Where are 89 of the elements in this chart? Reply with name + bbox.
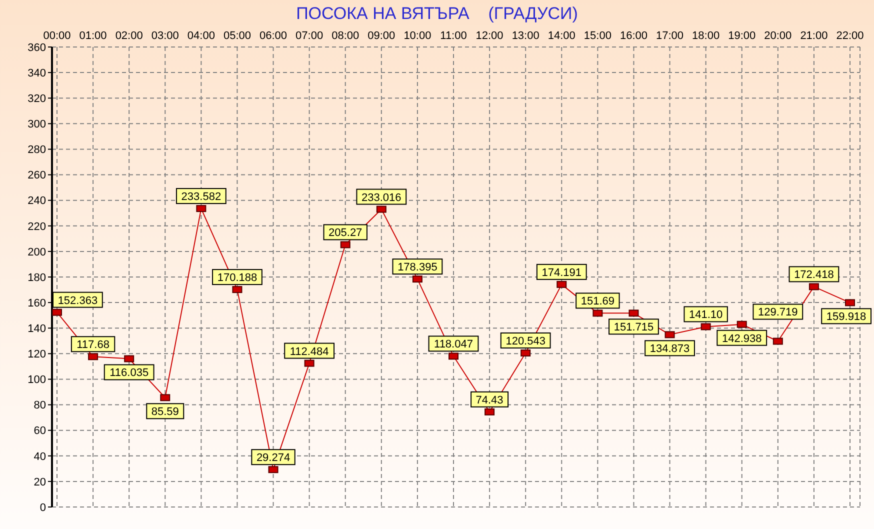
data-label: 116.035 bbox=[110, 367, 149, 380]
x-tick-label: 22:00 bbox=[836, 30, 864, 42]
y-tick-label: 200 bbox=[28, 246, 46, 258]
x-tick-label: 09:00 bbox=[368, 30, 396, 42]
x-tick-label: 19:00 bbox=[728, 30, 756, 42]
point bbox=[52, 308, 62, 316]
point bbox=[412, 276, 422, 283]
point bbox=[268, 466, 278, 474]
x-tick-label: 06:00 bbox=[260, 30, 288, 42]
y-tick-label: 320 bbox=[28, 93, 46, 106]
point bbox=[196, 205, 206, 212]
point bbox=[845, 299, 855, 306]
x-tick-label: 12:00 bbox=[476, 30, 504, 42]
point bbox=[304, 360, 314, 367]
point bbox=[592, 310, 603, 317]
y-tick-label: 300 bbox=[28, 118, 46, 131]
x-tick-label: 16:00 bbox=[620, 30, 648, 42]
data-label: 129.719 bbox=[758, 306, 798, 319]
data-label: 159.918 bbox=[826, 311, 866, 324]
chart-title: ПОСОКА НА ВЯТЪРА (ГРАДУСИ) bbox=[295, 4, 579, 24]
x-tick-label: 11:00 bbox=[440, 30, 467, 42]
point bbox=[124, 355, 134, 362]
x-tick-label: 01:00 bbox=[79, 30, 107, 42]
data-label: 29.274 bbox=[256, 452, 290, 464]
point bbox=[484, 408, 495, 416]
data-label: 172.418 bbox=[794, 269, 834, 282]
x-tick-label: 21:00 bbox=[800, 30, 828, 42]
data-label: 205.27 bbox=[328, 227, 362, 240]
x-tick-label: 14:00 bbox=[548, 30, 576, 42]
data-label: 141.10 bbox=[688, 309, 723, 322]
x-tick-label: 03:00 bbox=[151, 30, 179, 42]
y-tick-label: 220 bbox=[28, 220, 46, 233]
data-label: 152.363 bbox=[58, 294, 98, 307]
data-label: 134.873 bbox=[650, 343, 690, 356]
x-tick-label: 20:00 bbox=[764, 30, 792, 42]
y-tick-label: 260 bbox=[28, 170, 46, 182]
y-tick-label: 140 bbox=[28, 323, 46, 336]
y-tick-label: 40 bbox=[34, 450, 46, 463]
y-tick-label: 340 bbox=[28, 67, 46, 80]
x-tick-label: 02:00 bbox=[115, 30, 143, 42]
y-tick-label: 80 bbox=[34, 400, 46, 412]
x-tick-label: 07:00 bbox=[296, 30, 324, 42]
data-label: 85.59 bbox=[151, 406, 179, 418]
point bbox=[340, 241, 350, 248]
data-label: 120.543 bbox=[506, 335, 546, 348]
y-tick-label: 100 bbox=[28, 374, 46, 386]
x-tick-label: 08:00 bbox=[332, 30, 360, 42]
point bbox=[700, 323, 711, 330]
point bbox=[160, 394, 170, 402]
point bbox=[448, 352, 458, 360]
y-tick-label: 0 bbox=[40, 502, 46, 514]
x-tick-label: 13:00 bbox=[512, 30, 540, 42]
y-tick-label: 280 bbox=[28, 144, 46, 156]
point bbox=[664, 331, 675, 338]
y-tick-label: 20 bbox=[34, 476, 46, 488]
point bbox=[376, 206, 386, 213]
y-tick-label: 180 bbox=[28, 272, 46, 284]
data-label: 117.68 bbox=[76, 339, 110, 352]
y-tick-label: 120 bbox=[28, 348, 46, 361]
data-label: 112.484 bbox=[290, 346, 329, 358]
x-tick-label: 04:00 bbox=[187, 30, 215, 42]
data-label: 170.188 bbox=[217, 272, 258, 284]
y-tick-label: 60 bbox=[34, 425, 46, 438]
point bbox=[232, 286, 242, 294]
data-label: 74.43 bbox=[476, 394, 504, 406]
point bbox=[736, 320, 747, 328]
point bbox=[808, 283, 819, 290]
point bbox=[772, 338, 783, 345]
x-tick-label: 17:00 bbox=[656, 30, 684, 42]
point bbox=[88, 353, 98, 360]
x-tick-label: 10:00 bbox=[404, 30, 432, 42]
x-tick-label: 05:00 bbox=[223, 30, 251, 42]
data-label: 178.395 bbox=[398, 262, 438, 274]
x-tick-label: 00:00 bbox=[43, 30, 71, 42]
x-tick-label: 15:00 bbox=[584, 30, 612, 42]
data-label: 151.715 bbox=[614, 322, 654, 334]
x-tick-label: 18:00 bbox=[692, 30, 720, 42]
y-tick-label: 160 bbox=[28, 297, 46, 310]
data-label: 142.938 bbox=[722, 332, 762, 345]
point bbox=[628, 310, 639, 317]
y-tick-label: 240 bbox=[28, 195, 46, 208]
point bbox=[520, 349, 531, 356]
data-label: 151.69 bbox=[580, 296, 615, 308]
point bbox=[556, 280, 567, 288]
data-label: 233.582 bbox=[181, 191, 222, 204]
y-tick-label: 360 bbox=[28, 42, 46, 54]
data-label: 118.047 bbox=[434, 338, 473, 351]
data-label: 174.191 bbox=[542, 266, 582, 279]
data-label: 233.016 bbox=[362, 192, 402, 204]
